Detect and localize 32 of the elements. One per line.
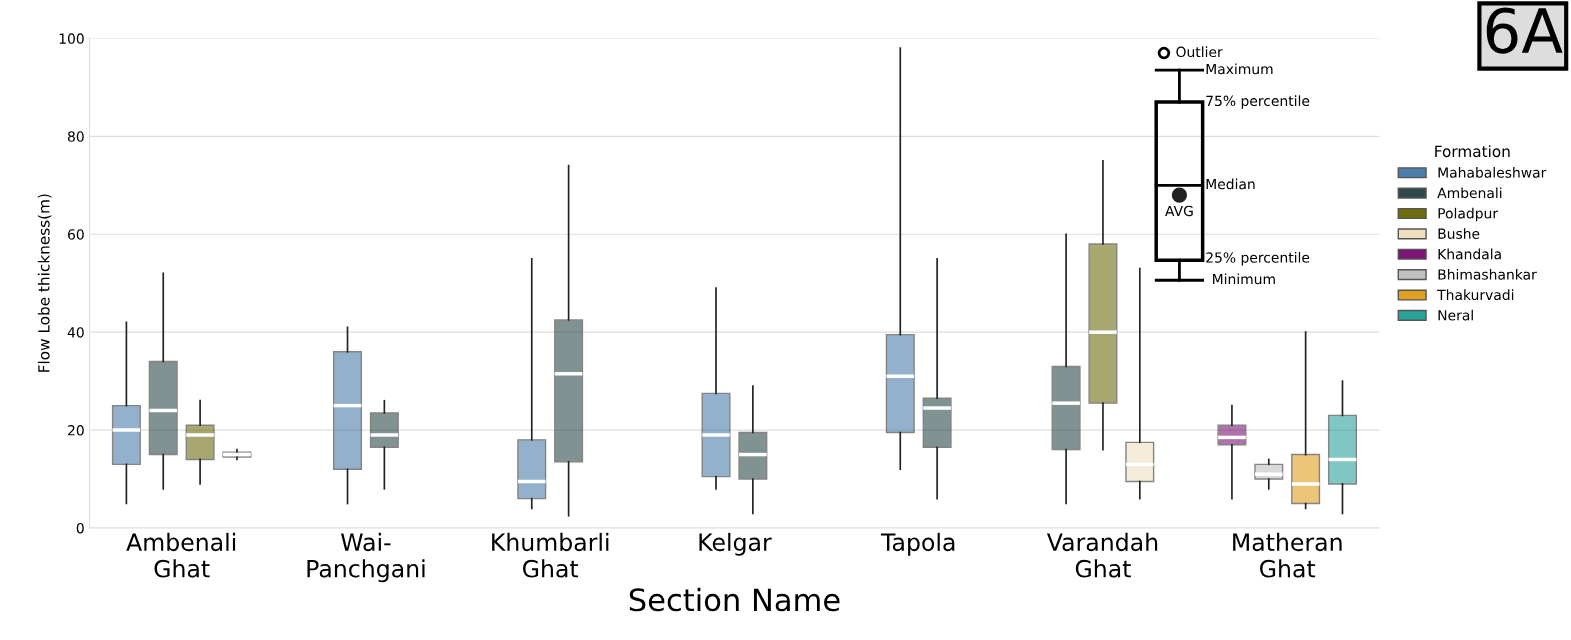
x-tick-label: Varandah Ghat	[1046, 532, 1158, 578]
legend-label: Poladpur	[1438, 207, 1499, 222]
x-tick-label: Ambenali Ghat	[126, 532, 236, 578]
annotation: Outlier	[1176, 46, 1223, 58]
y-tick-label: 20	[68, 425, 84, 436]
legend-label: Bhimashankar	[1438, 268, 1537, 280]
annotation: 25% percentile	[1206, 252, 1310, 266]
x-tick-label: Wai- Panchgani	[307, 532, 425, 583]
legend-label: Neral	[1438, 309, 1473, 321]
annotation: Minimum	[1213, 273, 1275, 285]
legend-label: Mahabaleshwar	[1438, 167, 1547, 178]
legend-label: Ambenali	[1437, 187, 1502, 199]
legend-title: Formation	[1435, 145, 1510, 158]
x-tick-label: Matheran Ghat	[1233, 532, 1342, 578]
y-tick-label: 60	[67, 229, 84, 240]
x-tick-label: Tapola	[880, 532, 955, 556]
annotation: 75% percentile	[1206, 95, 1310, 109]
x-tick-label: Khumbarli Ghat	[492, 532, 609, 578]
y-axis-title: Flow Lobe thickness(m)	[37, 194, 52, 372]
legend-label: Bushe	[1438, 228, 1480, 239]
legend-label: Khandala	[1438, 248, 1501, 260]
annotation: AVG	[1165, 205, 1193, 217]
annotation: Maximum	[1206, 63, 1273, 75]
text: 6A	[1486, 7, 1563, 54]
y-tick-label: 0	[76, 522, 84, 534]
y-tick-label: 80	[67, 131, 84, 142]
annotation: Median	[1206, 178, 1255, 190]
y-tick-label: 100	[59, 33, 84, 44]
x-tick-label: Kelgar	[699, 532, 772, 556]
legend-label: Thakurvadi	[1437, 289, 1514, 301]
x-axis-title: Section Name	[629, 587, 840, 612]
y-tick-label: 40	[67, 327, 84, 338]
